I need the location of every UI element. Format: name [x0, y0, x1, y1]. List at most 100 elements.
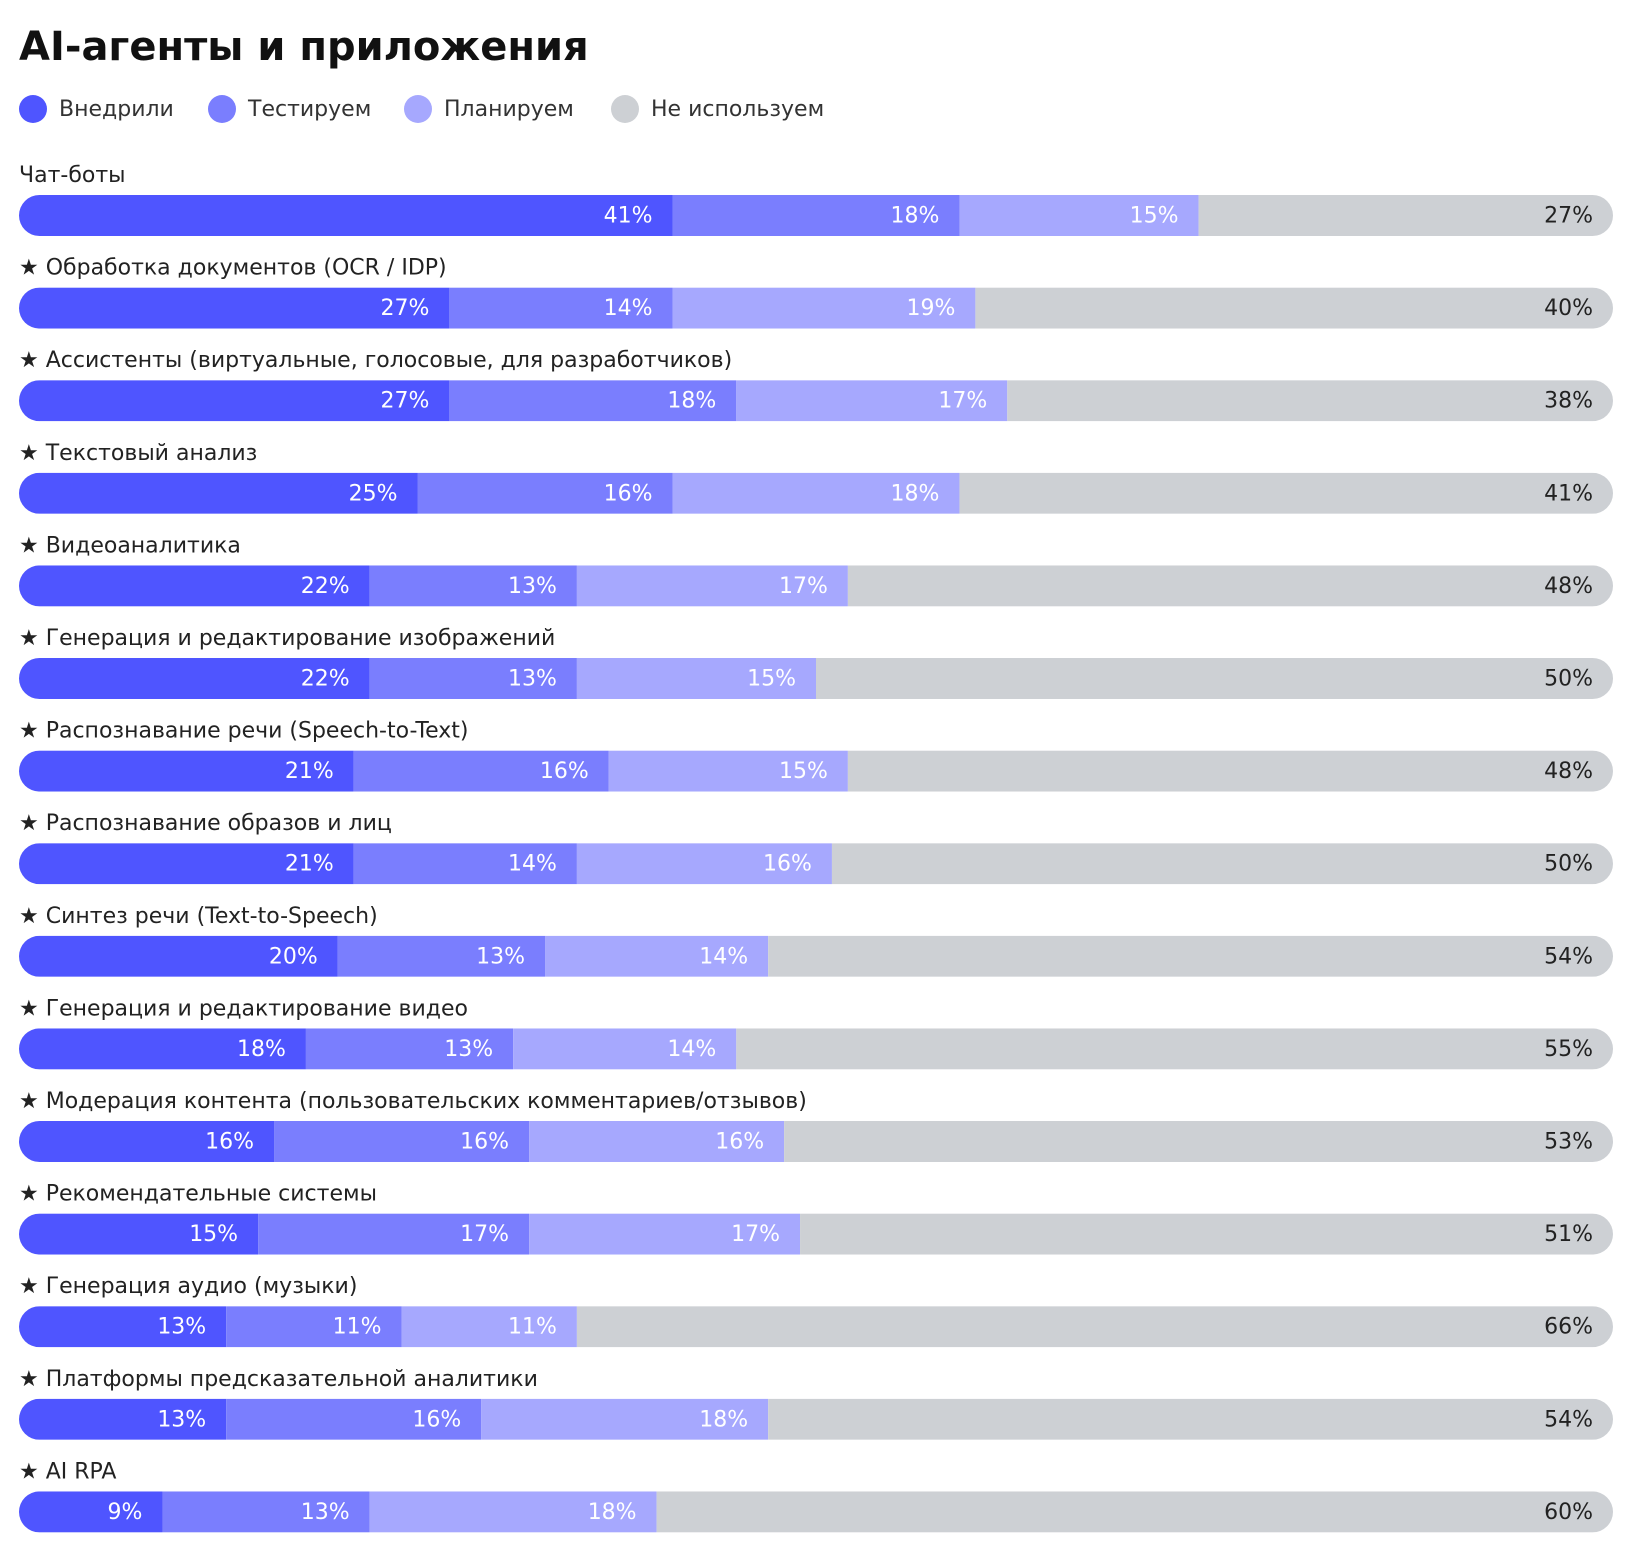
category-label: ★ Генерация аудио (музыки): [19, 1274, 357, 1299]
bar-row: [19, 287, 1613, 329]
bar-segment: [816, 658, 1613, 699]
bar-segment: [369, 1491, 657, 1533]
bar-row: [19, 658, 1613, 699]
bar-segment: [481, 1398, 769, 1440]
bar-segment: [162, 1491, 370, 1533]
bar-segment: [19, 1306, 227, 1348]
value-label: 27%: [380, 389, 429, 414]
value-label: 14%: [604, 296, 653, 321]
value-label: 25%: [349, 481, 398, 506]
bar-segment: [545, 935, 769, 977]
value-label: 18%: [891, 204, 940, 229]
value-label: 60%: [1544, 1500, 1593, 1525]
bar-segment: [959, 195, 1199, 236]
bar-segment: [656, 1491, 1613, 1533]
category-label: ★ Текстовый анализ: [19, 441, 257, 466]
category-label: ★ Видеоаналитика: [19, 533, 241, 558]
value-label: 15%: [779, 759, 828, 784]
value-label: 54%: [1544, 944, 1593, 969]
value-label: 16%: [205, 1130, 254, 1155]
bar-segment: [576, 1306, 1613, 1348]
value-label: 66%: [1544, 1315, 1593, 1340]
bar-segment: [784, 1121, 1613, 1162]
bar-segment: [959, 472, 1613, 514]
value-label: 54%: [1544, 1407, 1593, 1432]
bar-segment: [337, 935, 546, 977]
value-label: 55%: [1544, 1037, 1593, 1062]
bar-segment: [576, 843, 832, 885]
bar-segment: [513, 1028, 737, 1070]
bar-segment: [736, 380, 1008, 422]
value-label: 13%: [508, 667, 557, 692]
bar-row: [19, 565, 1613, 607]
value-label: 16%: [715, 1130, 764, 1155]
category-label: ★ Генерация и редактирование видео: [19, 996, 468, 1021]
bar-segment: [847, 750, 1613, 792]
value-label: 22%: [301, 667, 350, 692]
value-label: 22%: [301, 574, 350, 599]
value-label: 14%: [667, 1037, 716, 1062]
bar-segment: [576, 565, 848, 607]
value-label: 14%: [508, 852, 557, 877]
bar-segment: [1007, 380, 1613, 422]
value-label: 18%: [667, 389, 716, 414]
bar-segment: [353, 750, 609, 792]
bar-row: [19, 1306, 1613, 1348]
value-label: 14%: [699, 944, 748, 969]
value-label: 48%: [1544, 574, 1593, 599]
value-label: 40%: [1544, 296, 1593, 321]
value-label: 15%: [189, 1222, 238, 1247]
category-label: ★ Распознавание образов и лиц: [19, 811, 392, 836]
category-label: ★ Рекомендательные системы: [19, 1182, 377, 1207]
bar-segment: [19, 380, 450, 422]
value-label: 50%: [1544, 852, 1593, 877]
bar-segment: [975, 287, 1613, 329]
bar-segment: [19, 472, 418, 514]
value-label: 48%: [1544, 759, 1593, 784]
value-label: 27%: [1544, 204, 1593, 229]
bar-segment: [672, 287, 976, 329]
bar-row: [19, 1028, 1613, 1070]
bar-segment: [1198, 195, 1613, 236]
value-label: 11%: [508, 1315, 557, 1340]
value-label: 16%: [763, 852, 812, 877]
bar-segment: [226, 1306, 402, 1348]
value-label: 53%: [1544, 1130, 1593, 1155]
bar-segment: [401, 1306, 577, 1348]
bar-segment: [800, 1213, 1613, 1255]
bar-segment: [19, 287, 450, 329]
bar-segment: [529, 1213, 801, 1255]
bar-segment: [19, 658, 370, 699]
value-label: 18%: [891, 481, 940, 506]
category-label: ★ Обработка документов (OCR / IDP): [19, 256, 447, 281]
category-label: ★ Ассистенты (виртуальные, голосовые, дл…: [19, 348, 732, 373]
bar-segment: [19, 1213, 259, 1255]
bar-row: [19, 750, 1613, 792]
bar-segment: [417, 472, 673, 514]
value-label: 13%: [508, 574, 557, 599]
value-label: 16%: [460, 1130, 509, 1155]
value-label: 50%: [1544, 667, 1593, 692]
legend-marker: [611, 95, 639, 123]
bar-segment: [305, 1028, 514, 1070]
legend-label: Планируем: [444, 97, 574, 122]
bar-row: [19, 1213, 1613, 1255]
category-label: ★ AI RPA: [19, 1459, 116, 1484]
legend-marker: [19, 95, 47, 123]
value-label: 13%: [301, 1500, 350, 1525]
bar-row: [19, 935, 1613, 977]
bar-segment: [672, 472, 960, 514]
bar-segment: [19, 1121, 275, 1162]
value-label: 11%: [333, 1315, 382, 1340]
value-label: 41%: [604, 204, 653, 229]
category-label: ★ Модерация контента (пользовательских к…: [19, 1089, 807, 1114]
value-label: 9%: [108, 1500, 143, 1525]
value-label: 17%: [938, 389, 987, 414]
bar-segment: [608, 750, 848, 792]
bar-row: [19, 195, 1613, 236]
value-label: 13%: [157, 1407, 206, 1432]
legend-label: Не используем: [651, 97, 824, 122]
value-label: 18%: [588, 1500, 637, 1525]
value-label: 16%: [412, 1407, 461, 1432]
bar-row: [19, 1121, 1613, 1162]
